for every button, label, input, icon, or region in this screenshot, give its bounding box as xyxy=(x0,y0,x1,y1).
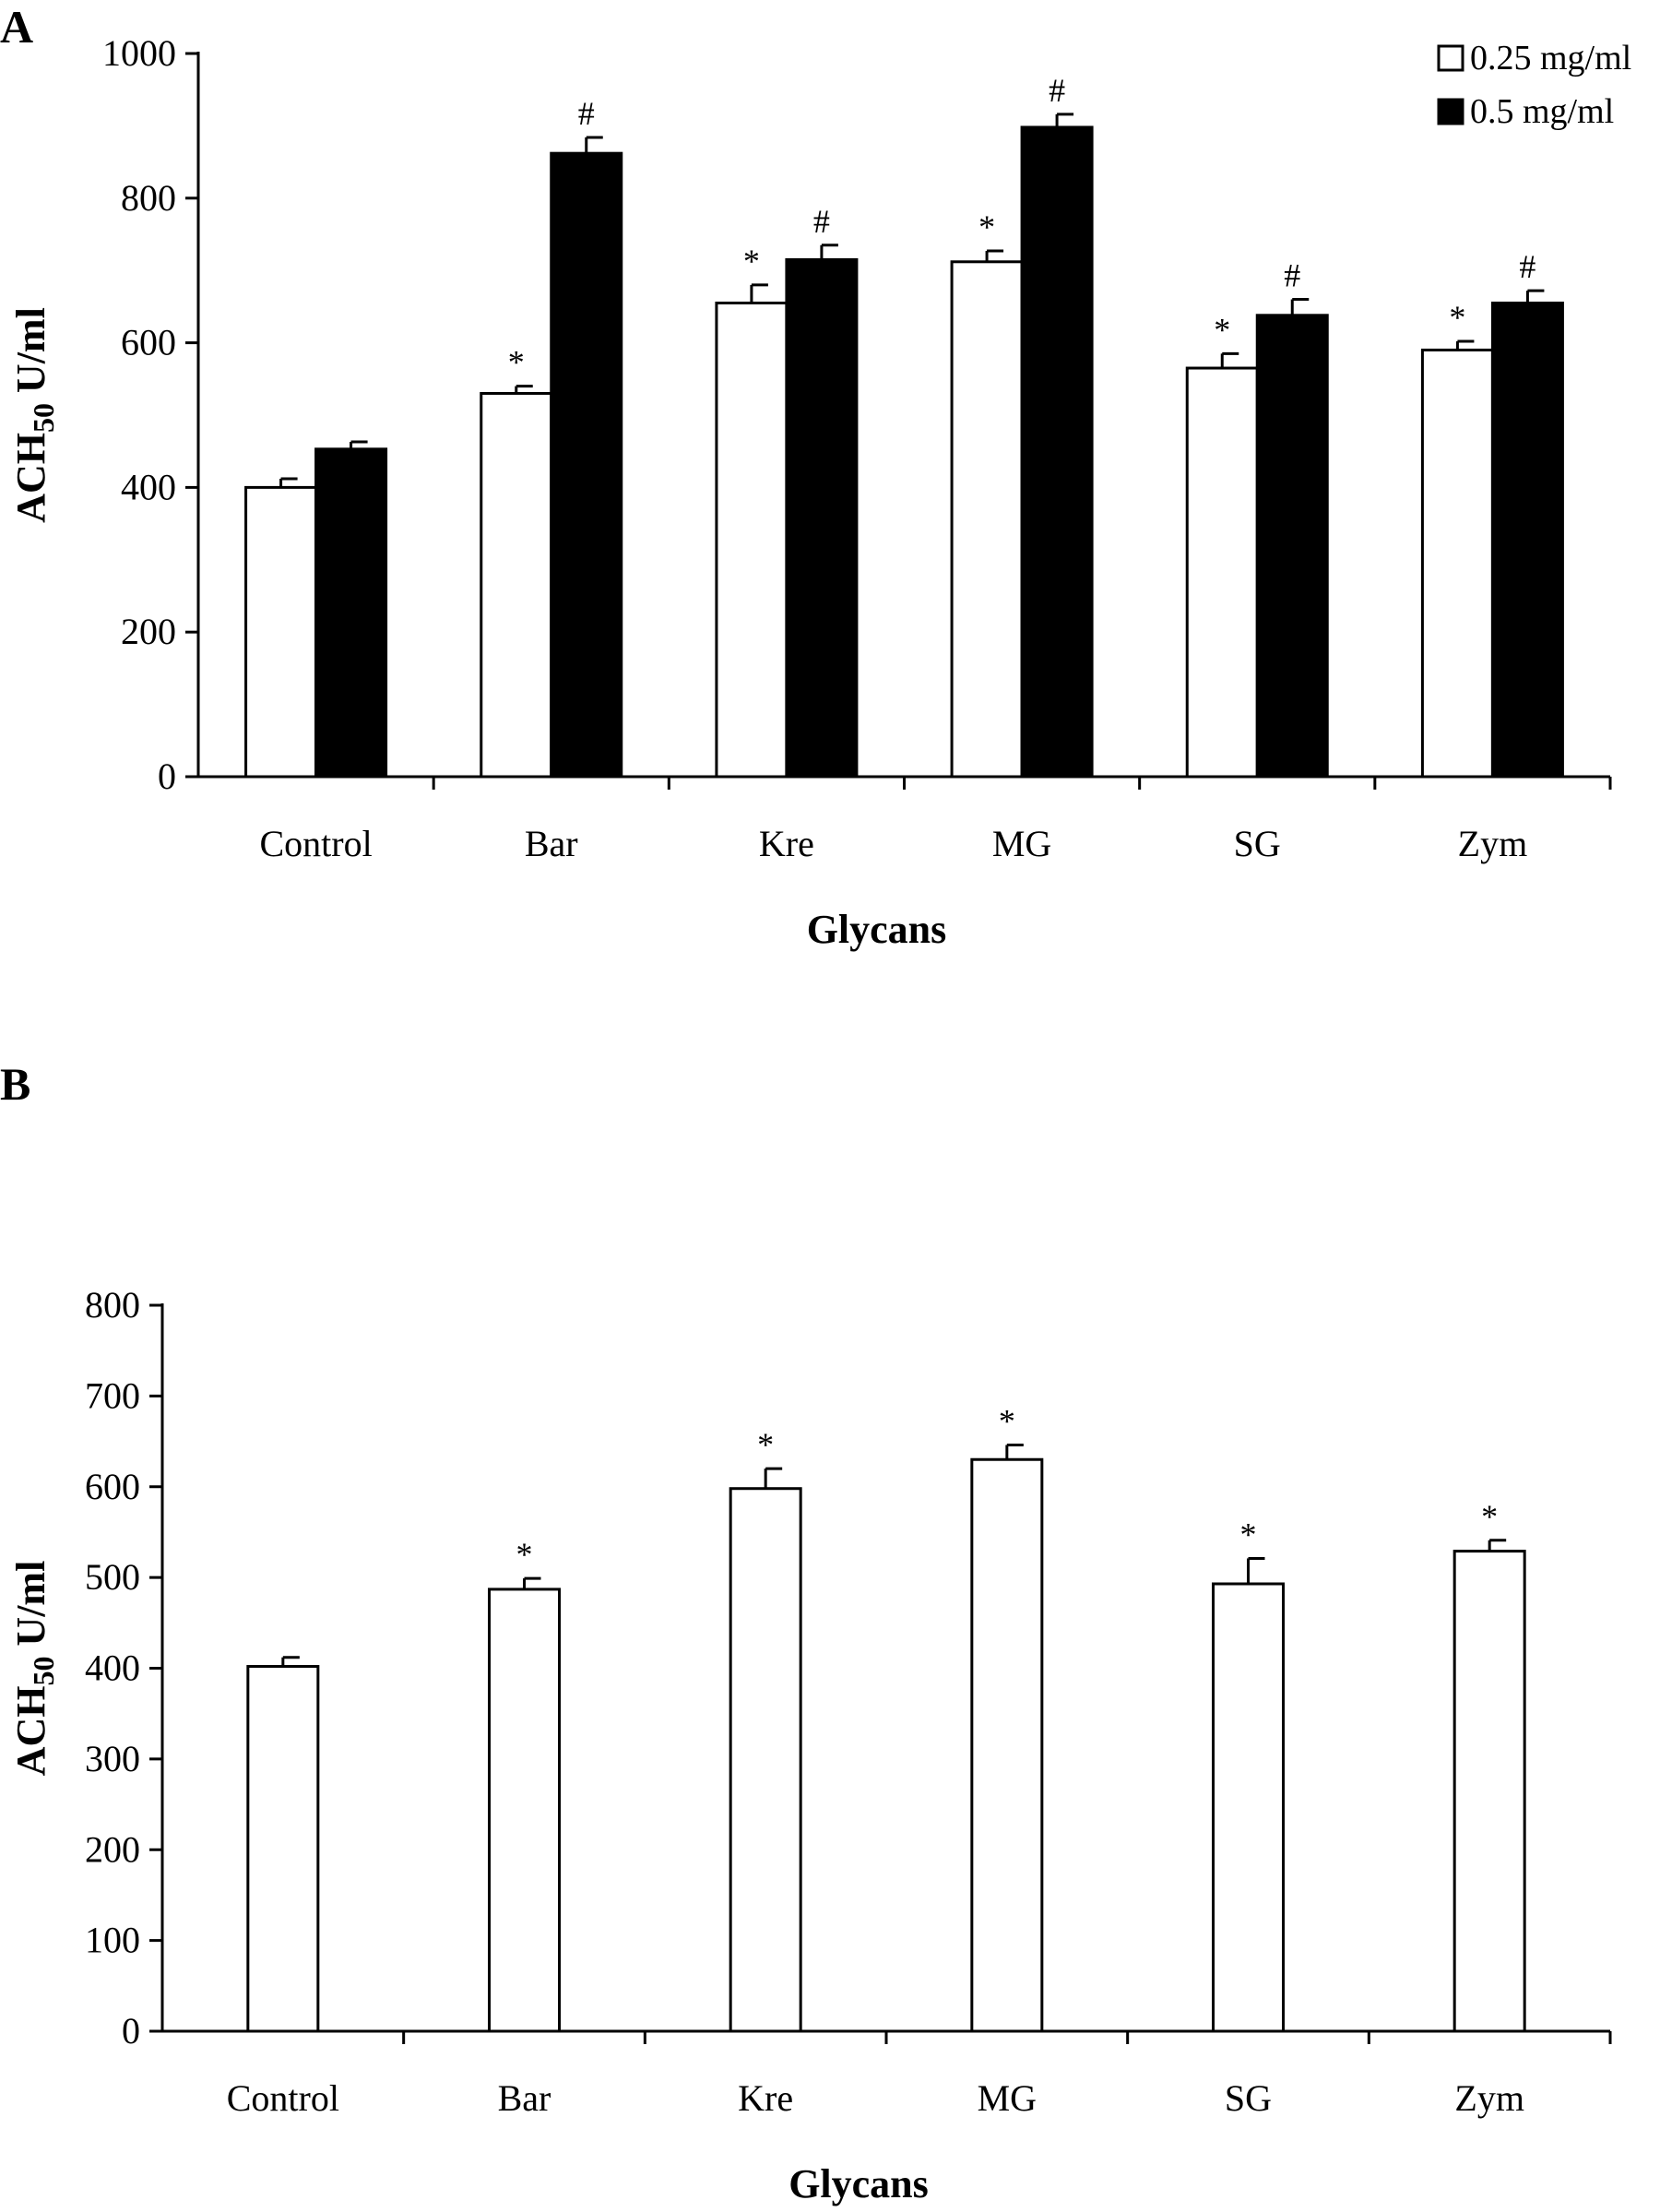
y-tick-label: 400 xyxy=(121,466,176,507)
category-label: Zym xyxy=(1454,2077,1524,2119)
bar xyxy=(1020,125,1094,779)
significance-mark: * xyxy=(1449,299,1465,336)
bar xyxy=(1185,366,1259,779)
bar xyxy=(246,1665,320,2033)
category-label: Kre xyxy=(738,2077,793,2119)
bar xyxy=(314,447,388,779)
significance-mark: # xyxy=(1049,72,1065,109)
y-tick-label: 200 xyxy=(85,1828,140,1870)
bar xyxy=(244,485,318,779)
category-label: Kre xyxy=(759,823,814,864)
y-tick-label: 700 xyxy=(85,1374,140,1416)
y-axis-title-subscript: 50 xyxy=(27,1657,60,1686)
significance-mark: * xyxy=(743,243,760,279)
y-tick-label: 0 xyxy=(122,2010,140,2051)
y-tick-label: 600 xyxy=(121,322,176,363)
y-axis-title: ACH50 U/ml xyxy=(8,307,60,523)
y-tick-label: 100 xyxy=(85,1920,140,1961)
y-axis-title-unit: U/ml xyxy=(8,1561,53,1657)
y-axis-title-unit: U/ml xyxy=(8,307,53,403)
significance-mark: * xyxy=(999,1402,1015,1439)
significance-mark: * xyxy=(757,1426,774,1463)
x-axis-title: Glycans xyxy=(788,2161,929,2206)
y-axis-title-main: ACH xyxy=(8,433,53,523)
category-label: Control xyxy=(227,2077,339,2119)
x-axis-title: Glycans xyxy=(807,907,947,952)
category-label: SG xyxy=(1234,823,1281,864)
significance-mark: * xyxy=(1481,1498,1498,1535)
significance-mark: # xyxy=(1519,248,1536,285)
y-axis-title-subscript: 50 xyxy=(27,403,60,433)
panel-b-chart: B 0 100 200 300 400 500 600 700 800 Control * Bar * Kr… xyxy=(0,1058,1612,2206)
significance-mark: # xyxy=(813,203,830,240)
significance-mark: # xyxy=(578,95,595,132)
category-label: Bar xyxy=(498,2077,551,2119)
category-label: SG xyxy=(1225,2077,1272,2119)
category-label: Bar xyxy=(525,823,578,864)
bar xyxy=(1452,1550,1526,2033)
legend-label: 0.25 mg/ml xyxy=(1470,39,1631,77)
bar xyxy=(715,301,788,779)
significance-mark: * xyxy=(978,208,995,245)
y-tick-label: 500 xyxy=(85,1556,140,1598)
y-tick-label: 400 xyxy=(85,1647,140,1689)
y-axis-title-main: ACH xyxy=(8,1686,53,1777)
y-axis-title: ACH50 U/ml xyxy=(8,1561,60,1777)
bar xyxy=(1420,348,1494,779)
y-tick-label: 200 xyxy=(121,611,176,652)
bar xyxy=(1255,314,1329,779)
significance-mark: * xyxy=(508,344,525,381)
bar xyxy=(970,1457,1044,2033)
y-tick-label: 1000 xyxy=(102,32,176,74)
bar xyxy=(1212,1582,1285,2033)
bar xyxy=(729,1487,802,2033)
category-label: Control xyxy=(259,823,372,864)
significance-mark: * xyxy=(1240,1516,1257,1552)
bar xyxy=(480,391,553,779)
legend-label: 0.5 mg/ml xyxy=(1470,92,1614,131)
legend-swatch xyxy=(1437,44,1464,72)
category-label: MG xyxy=(978,2077,1037,2119)
bar xyxy=(950,260,1024,779)
significance-mark: # xyxy=(1284,257,1300,294)
y-tick-label: 800 xyxy=(121,177,176,219)
bar xyxy=(1490,301,1564,779)
significance-mark: * xyxy=(1214,311,1230,348)
significance-mark: * xyxy=(516,1536,533,1573)
y-tick-label: 300 xyxy=(85,1738,140,1779)
y-tick-label: 800 xyxy=(85,1284,140,1326)
category-label: Zym xyxy=(1458,823,1528,864)
bar xyxy=(785,257,859,779)
category-label: MG xyxy=(992,823,1051,864)
panel-a-chart: A 0 200 400 600 800 1000 Control * # Bar * # Kre * # MG *… xyxy=(0,1,1631,952)
bar xyxy=(488,1588,561,2033)
legend-swatch xyxy=(1437,98,1464,125)
panel-label: A xyxy=(0,1,33,53)
y-tick-label: 0 xyxy=(158,755,176,797)
panel-label: B xyxy=(0,1058,30,1110)
y-tick-label: 600 xyxy=(85,1466,140,1507)
bar xyxy=(550,151,623,779)
